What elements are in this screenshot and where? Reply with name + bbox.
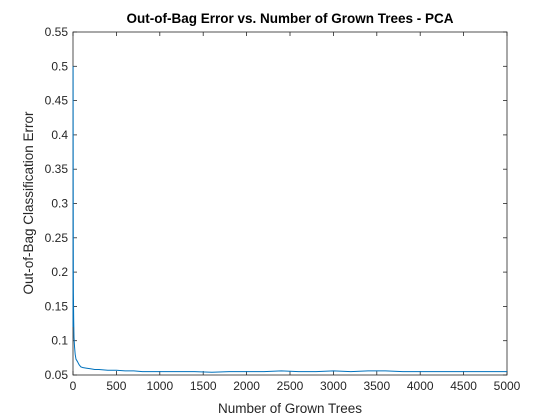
- y-tick-label: 0.15: [45, 299, 69, 313]
- y-tick-label: 0.4: [51, 128, 68, 142]
- x-tick-label: 1500: [190, 379, 217, 393]
- y-tick-label: 0.25: [45, 231, 69, 245]
- x-tick-label: 2500: [277, 379, 304, 393]
- y-tick-label: 0.5: [51, 59, 68, 73]
- y-tick-label: 0.1: [51, 334, 68, 348]
- x-tick-label: 3500: [363, 379, 390, 393]
- chart-title: Out-of-Bag Error vs. Number of Grown Tre…: [126, 11, 453, 26]
- x-tick-label: 4000: [407, 379, 434, 393]
- x-tick-label: 4500: [450, 379, 477, 393]
- y-axis-label: Out-of-Bag Classification Error: [21, 111, 36, 295]
- y-tick-label: 0.3: [51, 197, 68, 211]
- x-tick-label: 2000: [233, 379, 260, 393]
- y-tick-label: 0.45: [45, 94, 69, 108]
- y-tick-label: 0.35: [45, 162, 69, 176]
- x-tick-label: 0: [70, 379, 77, 393]
- y-tick-label: 0.2: [51, 265, 68, 279]
- x-tick-label: 500: [106, 379, 126, 393]
- plot-area: [72, 31, 508, 376]
- series-line: [72, 66, 507, 373]
- y-tick-label: 0.55: [45, 25, 69, 39]
- x-tick-label: 3000: [320, 379, 347, 393]
- x-axis-label: Number of Grown Trees: [218, 401, 362, 416]
- y-tick-label: 0.05: [45, 368, 69, 382]
- x-tick-label: 1000: [146, 379, 173, 393]
- x-tick-label: 5000: [494, 379, 521, 393]
